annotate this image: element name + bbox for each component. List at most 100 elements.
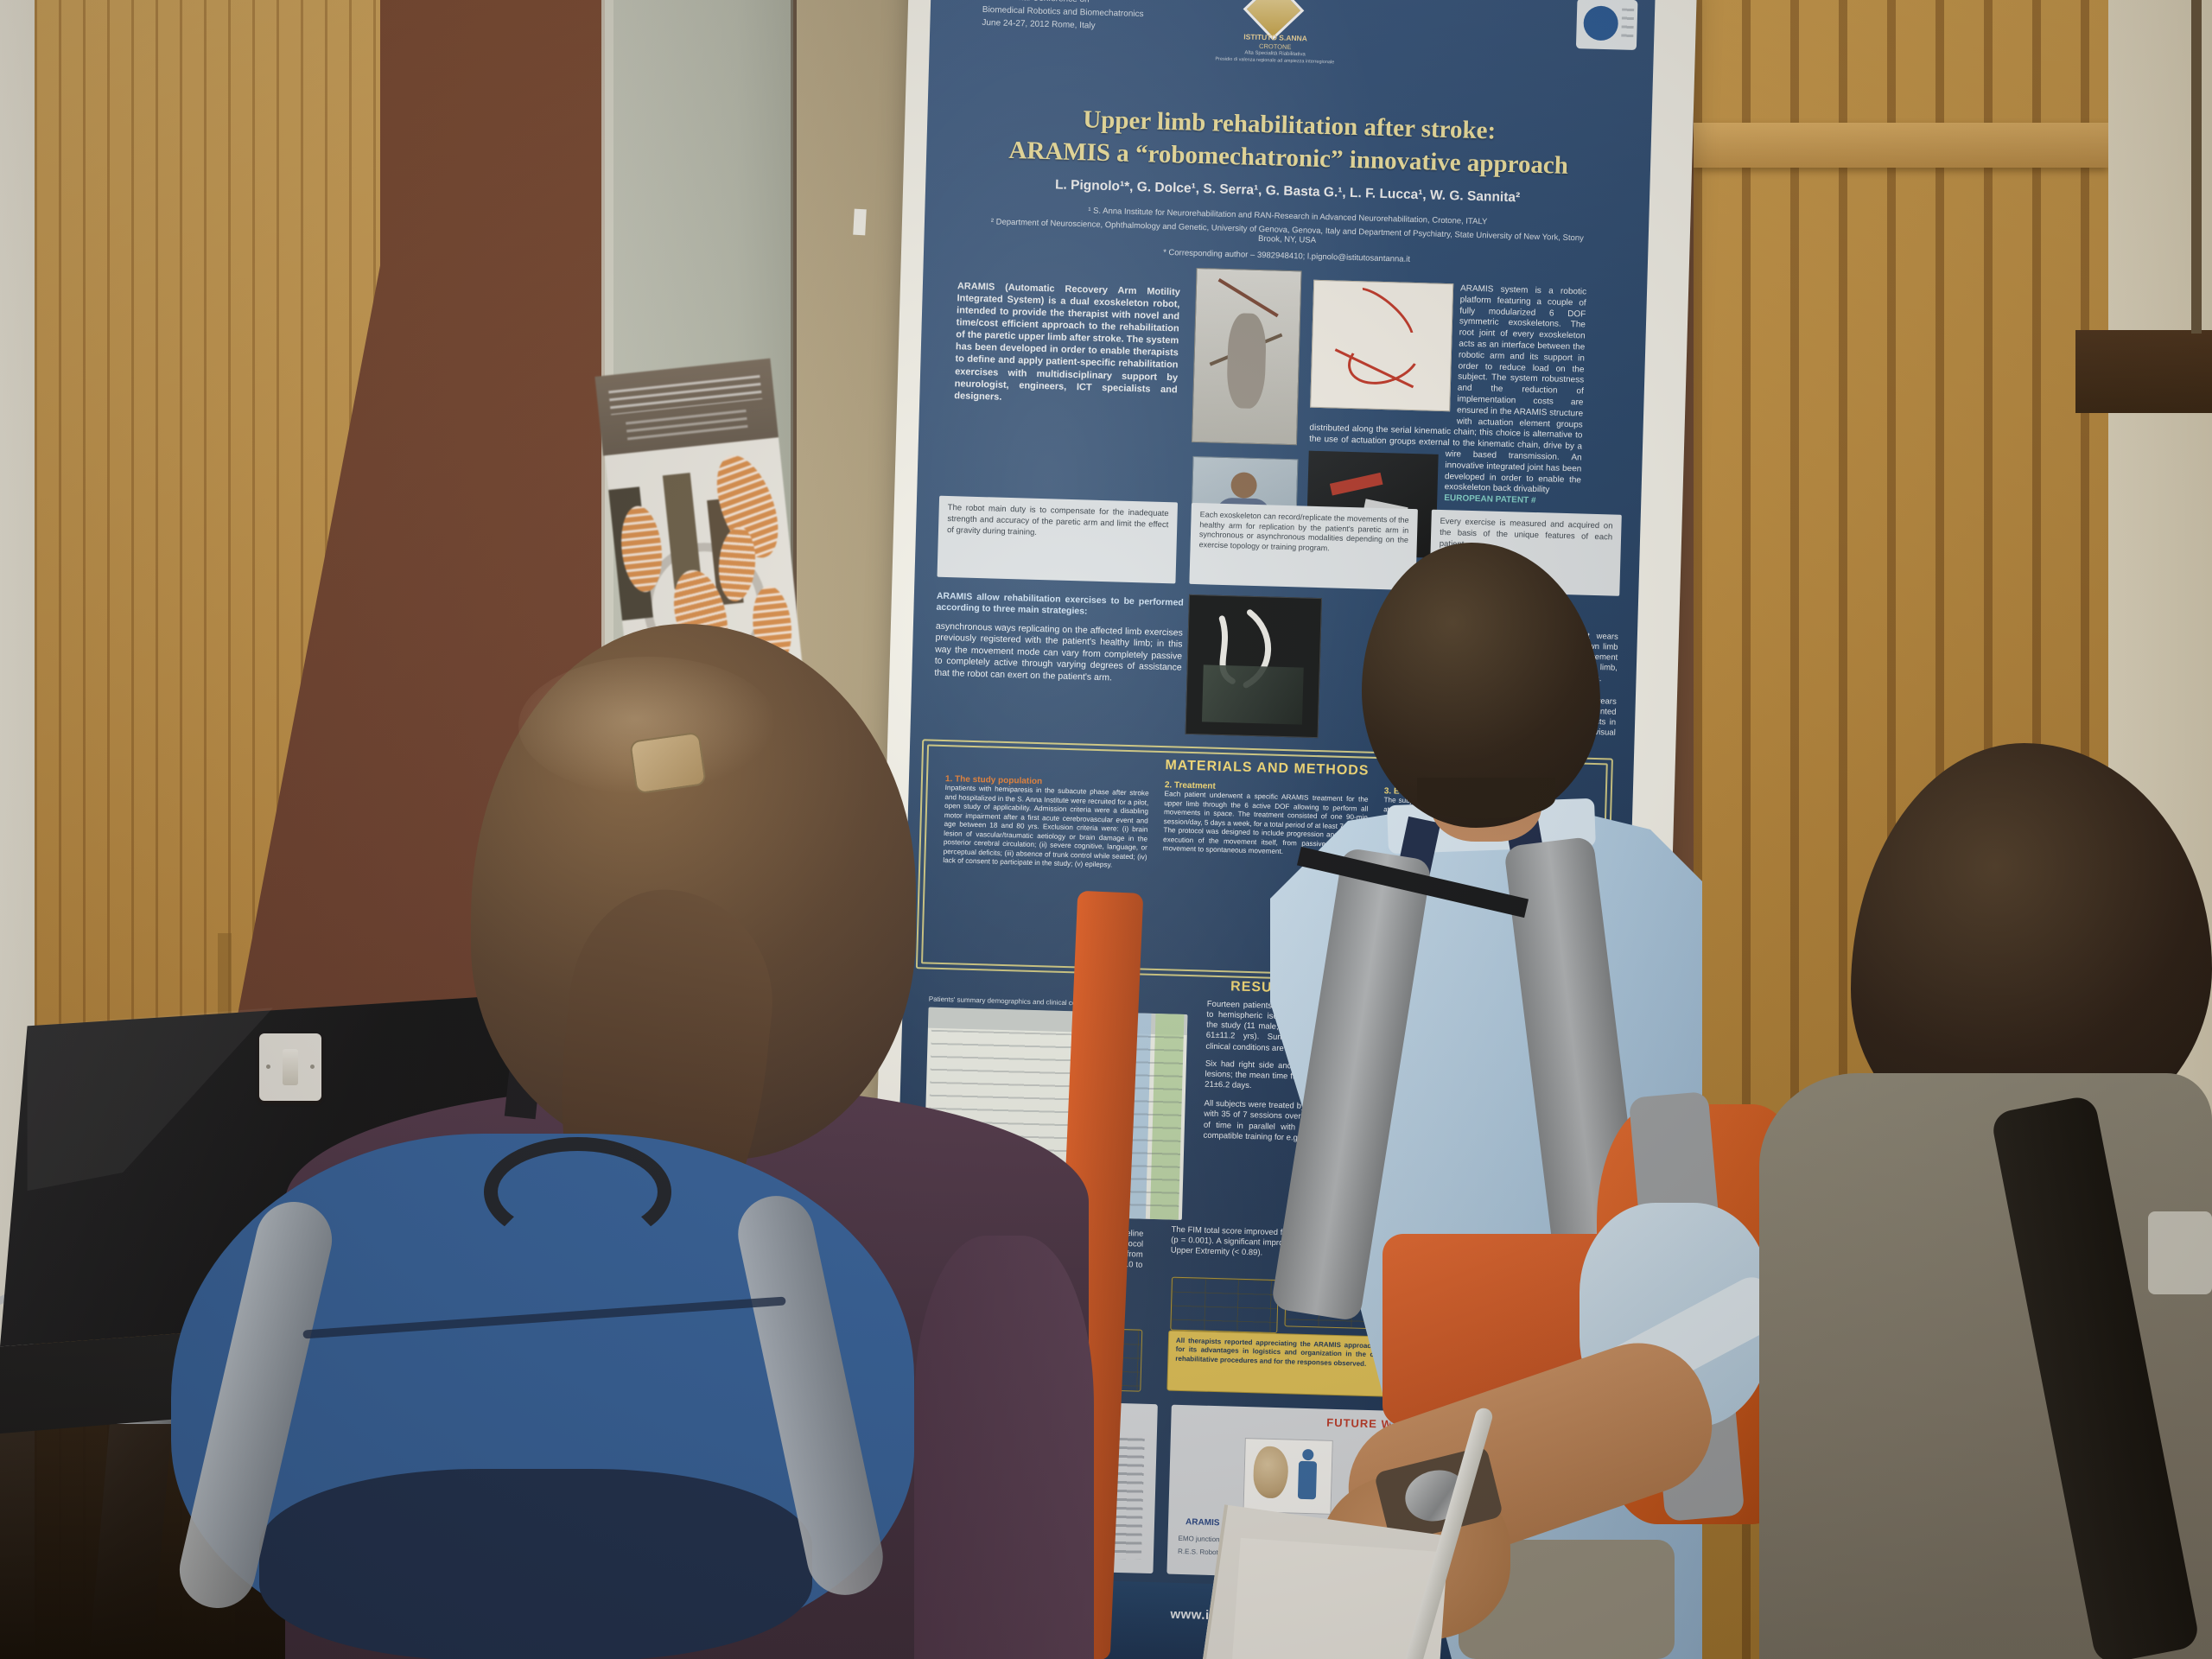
side-poster-paragraph-3	[666, 959, 826, 1020]
column-fluted-right	[1694, 0, 2108, 1659]
dark-item-on-table	[794, 1244, 891, 1268]
fugl-meyer-bar	[1416, 1055, 1560, 1064]
figure-robot-grayscale	[1191, 267, 1302, 446]
yellow-table-b	[1284, 1276, 1411, 1331]
fugl-meyer-bar	[1416, 1045, 1520, 1053]
results-table	[922, 1007, 1188, 1220]
fugl-meyer-bar	[1415, 1115, 1506, 1122]
fugl-meyer-bar	[1414, 1164, 1514, 1173]
results-paragraph-2: Six had right side and 8 left side hemis…	[1205, 1058, 1383, 1091]
column-molding-band	[1694, 123, 2108, 168]
graffiti-photo-machinery	[1201, 664, 1304, 725]
yellow-table-a	[1170, 1276, 1279, 1334]
light-switch	[259, 1033, 321, 1101]
strategy-synchronous: synchronous ways: the patient wears both…	[1465, 627, 1619, 683]
materials-methods-inner-border: MATERIALS AND METHODS 1. The study popul…	[921, 744, 1608, 983]
poster-blue-area: International Conference on Biomedical R…	[884, 0, 1656, 1659]
under-table-shadow	[0, 1424, 518, 1659]
light-switch-screw-left	[266, 1065, 270, 1069]
fugl-meyer-bar	[1416, 1035, 1541, 1043]
conclusions-box: CONCLUSIONS	[893, 1396, 1158, 1574]
stamp-silhouette-head	[1302, 1448, 1314, 1461]
fugl-meyer-chart: Fugl-Meyer Subscores	[1398, 994, 1579, 1223]
fugl-meyer-bar	[1414, 1154, 1469, 1162]
figure-robot-body-blob	[1226, 313, 1268, 410]
white-sticker	[853, 208, 867, 236]
results-middle-column: Fourteen patients with upper limb disabi…	[1203, 1000, 1384, 1147]
poster-panel: International Conference on Biomedical R…	[861, 0, 1697, 1659]
therapists-note-box: All therapists reported appreciating the…	[1166, 1330, 1402, 1398]
fugl-meyer-bar	[1415, 1144, 1500, 1152]
joint-photo-part-1	[1329, 472, 1383, 496]
side-poster-figure-purple-1	[729, 809, 787, 919]
partner-emblem-circle	[1583, 5, 1619, 41]
institute-logo: ISTITUTO S.ANNA CROTONE Alta Specialità …	[1214, 0, 1338, 81]
fugl-meyer-chart-title: Fugl-Meyer Subscores	[1515, 1000, 1572, 1007]
post-results-left: The Fugl-Meyer total score improved from…	[920, 1223, 1144, 1277]
window-frame-line	[2191, 0, 2202, 334]
therapists-note-text: All therapists reported appreciating the…	[1175, 1336, 1394, 1368]
fugl-meyer-bar	[1415, 1124, 1520, 1133]
intro-left-paragraph: ARAMIS (Automatic Recovery Arm Motility …	[954, 281, 1180, 403]
mm-col1-text: Inpatients with hemiparesis in the subac…	[943, 784, 1149, 869]
future-works-title: FUTURE WORKS	[1326, 1415, 1429, 1432]
results-table-rows	[926, 1029, 1184, 1217]
light-switch-screw-right	[310, 1065, 315, 1069]
post-results-right: The FIM total score improved from 65±21 …	[1170, 1224, 1474, 1258]
note-box-1: The robot main duty is to compensate for…	[937, 495, 1179, 584]
materials-methods-box: MATERIALS AND METHODS 1. The study popul…	[915, 739, 1613, 988]
partner-emblem	[1575, 0, 1638, 51]
figure-patient-head	[1230, 472, 1258, 499]
fugl-meyer-bar	[1415, 1084, 1510, 1093]
institute-sub2: Presidio di valenza regionale ad ampiezz…	[1215, 56, 1335, 66]
figure-graffiti-photo	[1185, 594, 1323, 739]
fugl-meyer-bar	[1415, 1135, 1478, 1142]
side-poster-header-subtextlines	[626, 409, 748, 443]
note-box-3: Every exercise is measured and acquired …	[1429, 509, 1622, 596]
mm-col3-text: The subjects' motor performance was asse…	[1382, 796, 1588, 880]
fugl-meyer-bar	[1415, 1095, 1490, 1103]
figure-robot-arm-line-1	[1217, 277, 1279, 318]
note-3-text: Every exercise is measured and acquired …	[1439, 516, 1613, 550]
partner-emblem-textlines	[1621, 8, 1635, 41]
strategy-asynchronous: asynchronous ways replicating on the aff…	[934, 620, 1183, 683]
conclusions-textlines	[906, 1432, 1145, 1560]
note-2-text: Each exoskeleton can record/replicate th…	[1198, 510, 1409, 553]
strategy-virtual: in virtual environments: the patient wea…	[1463, 692, 1617, 747]
stamp-face-sculpture	[1252, 1446, 1289, 1499]
future-works-stamp	[1243, 1438, 1333, 1515]
fugl-meyer-bars	[1412, 1011, 1573, 1186]
note-box-2: Each exoskeleton can record/replicate th…	[1189, 502, 1418, 591]
poster-website: www.istitutosantanna.it	[1170, 1606, 1325, 1626]
light-switch-toggle	[283, 1049, 298, 1085]
side-poster-paragraph-1	[638, 692, 804, 766]
future-works-box: FUTURE WORKS ARAMIS 2 — ...ber 20.. EMO …	[1166, 1404, 1585, 1586]
fugl-meyer-bar	[1415, 1075, 1530, 1083]
fugl-meyer-bar	[1414, 1174, 1462, 1181]
side-poster-paragraph-2	[645, 760, 780, 811]
fugl-meyer-bar	[1416, 1025, 1532, 1033]
conclusions-title: CONCLUSIONS	[981, 1406, 1075, 1422]
fugl-meyer-bar	[1416, 1065, 1507, 1072]
figure-mechanism-drawing	[1310, 276, 1454, 412]
fugl-meyer-bar	[1415, 1104, 1535, 1113]
side-poster-header-textlines	[608, 375, 763, 416]
strategies-right-column: synchronous ways: the patient wears both…	[1463, 628, 1618, 749]
note-1-text: The robot main duty is to compensate for…	[946, 503, 1169, 537]
future-works-line-3: R.E.S. Robots Rehabilitation ...	[1178, 1547, 1274, 1559]
fugl-meyer-bar	[1416, 1015, 1554, 1024]
side-poster-oval-5	[748, 584, 796, 668]
results-paragraph-1: Fourteen patients with upper limb disabi…	[1205, 999, 1385, 1055]
yellow-table-left	[1037, 1326, 1143, 1392]
future-works-line-2: EMO junction is a hard version ...	[1178, 1534, 1281, 1546]
side-poster-figure-purple-2	[780, 803, 828, 909]
window-ledge-dark	[2075, 330, 2212, 413]
mm-col2-text: Each patient underwent a specific ARAMIS…	[1162, 790, 1369, 856]
strategies-left-column: ARAMIS allow rehabilitation exercises to…	[934, 591, 1184, 686]
conference-info: International Conference on Biomedical R…	[982, 0, 1242, 36]
results-paragraph-3: All subjects were treated by an ARAMIS p…	[1203, 1098, 1382, 1145]
strategies-intro: ARAMIS allow rehabilitation exercises to…	[936, 590, 1184, 618]
laptop-power-led	[403, 1316, 423, 1325]
poster-footer-band: www.istitutosantanna.it	[884, 1574, 1611, 1659]
